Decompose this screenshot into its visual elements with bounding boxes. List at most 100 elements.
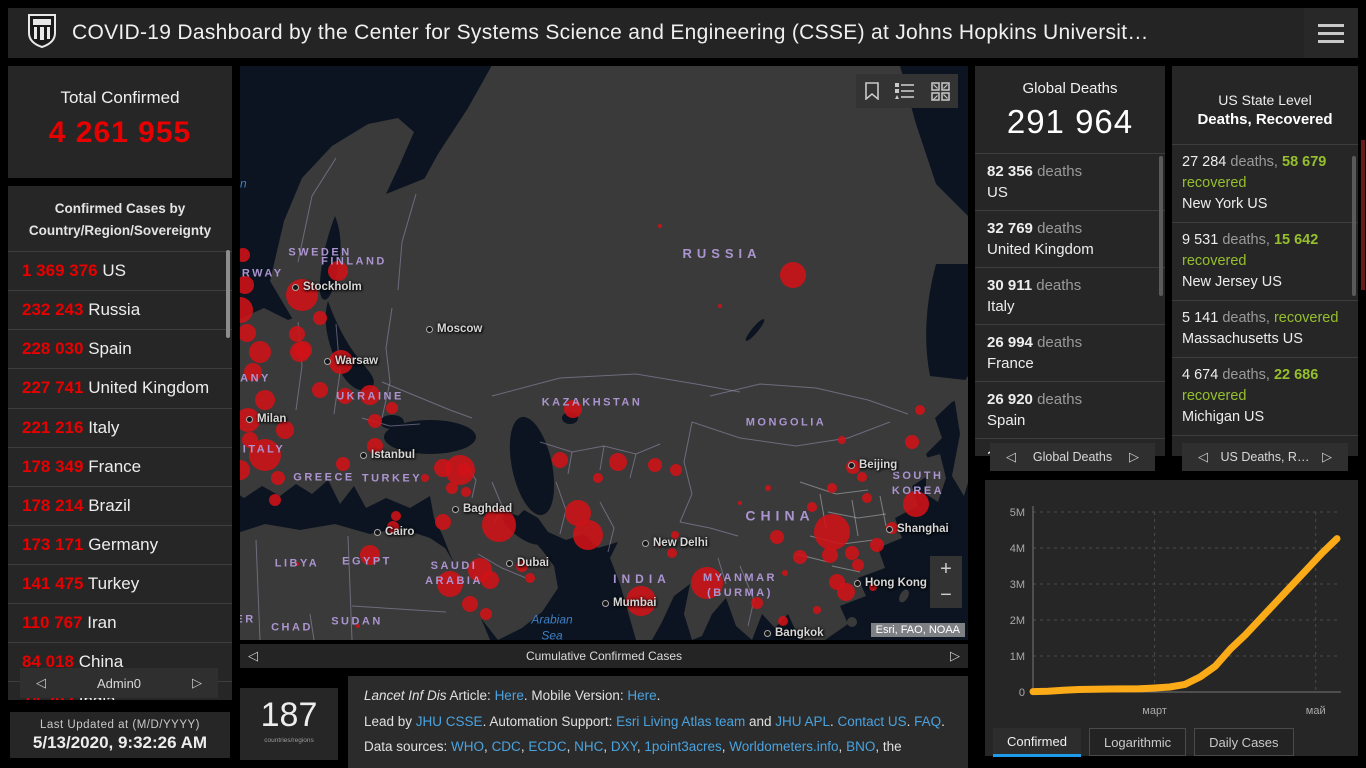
case-bubble[interactable]: [295, 562, 299, 566]
info-link[interactable]: BNO: [846, 739, 876, 755]
case-bubble[interactable]: [593, 473, 603, 483]
case-bubble[interactable]: [671, 531, 679, 539]
global-deaths-row[interactable]: 30 911 deaths Italy: [975, 267, 1165, 324]
case-bubble[interactable]: [290, 342, 310, 362]
country-row[interactable]: 1 369 376 US: [8, 251, 232, 290]
case-bubble[interactable]: [822, 547, 838, 563]
case-bubble[interactable]: [312, 382, 328, 398]
case-bubble[interactable]: [552, 452, 568, 468]
case-bubble[interactable]: [368, 414, 382, 428]
case-bubble[interactable]: [670, 464, 682, 476]
case-bubble[interactable]: [240, 460, 250, 480]
layer-right-icon[interactable]: ▷: [950, 648, 960, 663]
us-pager-left-icon[interactable]: ◁: [1198, 449, 1208, 464]
case-bubble[interactable]: [565, 500, 591, 526]
case-bubble[interactable]: [437, 571, 463, 597]
info-link[interactable]: NHC: [574, 739, 604, 755]
case-bubble[interactable]: [249, 341, 271, 363]
global-deaths-scrollbar[interactable]: [1159, 156, 1163, 296]
case-bubble[interactable]: [244, 363, 262, 381]
case-bubble[interactable]: [367, 438, 383, 454]
case-bubble[interactable]: [780, 262, 806, 288]
case-bubble[interactable]: [837, 583, 855, 601]
case-bubble[interactable]: [667, 548, 677, 558]
case-bubble[interactable]: [857, 472, 867, 482]
case-bubble[interactable]: [328, 261, 348, 281]
chart-tab-logarithmic[interactable]: Logarithmic: [1088, 728, 1187, 756]
info-link[interactable]: Here: [494, 688, 524, 703]
case-bubble[interactable]: [313, 311, 327, 325]
case-bubble[interactable]: [240, 276, 254, 294]
country-row[interactable]: 141 475 Turkey: [8, 563, 232, 603]
case-bubble[interactable]: [461, 487, 471, 497]
case-bubble[interactable]: [903, 491, 929, 517]
case-bubble[interactable]: [421, 474, 429, 482]
country-row[interactable]: 227 741 United Kingdom: [8, 368, 232, 407]
case-bubble[interactable]: [360, 385, 380, 405]
country-list-scrollbar[interactable]: [226, 250, 230, 338]
case-bubble[interactable]: [738, 501, 742, 505]
case-bubble[interactable]: [870, 538, 884, 552]
global-deaths-row[interactable]: 82 356 deaths US: [975, 153, 1165, 210]
info-link[interactable]: JHU APL: [775, 713, 831, 729]
info-link[interactable]: DXY: [610, 739, 637, 755]
global-deaths-row[interactable]: 26 920 deaths Spain: [975, 381, 1165, 438]
menu-button[interactable]: [1304, 8, 1358, 58]
case-bubble[interactable]: [718, 304, 722, 308]
chart-tab-daily-cases[interactable]: Daily Cases: [1194, 728, 1294, 756]
case-bubble[interactable]: [255, 390, 275, 410]
case-bubble[interactable]: [329, 350, 353, 374]
case-bubble[interactable]: [793, 550, 807, 564]
global-deaths-row[interactable]: 26 994 deaths France: [975, 324, 1165, 381]
case-bubble[interactable]: [240, 248, 250, 262]
case-bubble[interactable]: [457, 463, 471, 477]
case-bubble[interactable]: [564, 400, 582, 418]
case-bubble[interactable]: [658, 224, 662, 228]
country-row[interactable]: 173 171 Germany: [8, 524, 232, 564]
case-bubble[interactable]: [813, 606, 821, 614]
info-link[interactable]: CDC: [491, 739, 521, 755]
info-link[interactable]: Here: [627, 688, 657, 703]
us-panel-scrollbar[interactable]: [1352, 156, 1356, 296]
case-bubble[interactable]: [336, 457, 350, 471]
pager-right-icon[interactable]: ▷: [191, 675, 202, 690]
case-bubble[interactable]: [845, 546, 859, 560]
us-state-row[interactable]: 27 284 deaths, 58 679 recovered New York …: [1172, 144, 1358, 222]
case-bubble[interactable]: [852, 559, 864, 571]
case-bubble[interactable]: [782, 570, 788, 576]
case-bubble[interactable]: [770, 530, 784, 544]
case-bubble[interactable]: [807, 502, 817, 512]
case-bubble[interactable]: [481, 571, 499, 589]
case-bubble[interactable]: [337, 388, 353, 404]
us-state-row[interactable]: 5 141 deaths, recovered Massachusetts US: [1172, 300, 1358, 357]
info-link[interactable]: JHU CSSE: [415, 713, 483, 729]
case-bubble[interactable]: [289, 326, 305, 342]
case-bubble[interactable]: [626, 586, 656, 616]
case-bubble[interactable]: [240, 324, 256, 342]
info-link[interactable]: 1point3acres: [644, 739, 722, 755]
case-bubble[interactable]: [827, 483, 837, 493]
layer-left-icon[interactable]: ◁: [248, 648, 258, 663]
case-bubble[interactable]: [249, 439, 281, 471]
country-row[interactable]: 178 214 Brazil: [8, 485, 232, 525]
info-link[interactable]: Esri Living Atlas team: [616, 713, 746, 729]
case-bubble[interactable]: [360, 545, 380, 565]
country-row[interactable]: 228 030 Spain: [8, 329, 232, 368]
case-bubbles[interactable]: [240, 224, 929, 628]
info-link[interactable]: WHO: [451, 739, 485, 755]
country-row[interactable]: 178 349 France: [8, 446, 232, 486]
gd-pager-right-icon[interactable]: ▷: [1129, 449, 1139, 464]
case-bubble[interactable]: [462, 596, 478, 612]
info-link[interactable]: ECDC: [528, 739, 567, 755]
gd-pager-left-icon[interactable]: ◁: [1006, 449, 1016, 464]
case-bubble[interactable]: [480, 608, 492, 620]
case-bubble[interactable]: [838, 436, 846, 444]
case-bubble[interactable]: [391, 511, 401, 521]
case-bubble[interactable]: [276, 421, 294, 439]
page-scrollbar[interactable]: [1361, 140, 1365, 290]
case-bubble[interactable]: [386, 402, 398, 414]
case-bubble[interactable]: [905, 435, 919, 449]
case-bubble[interactable]: [765, 485, 771, 491]
case-bubble[interactable]: [434, 459, 452, 477]
